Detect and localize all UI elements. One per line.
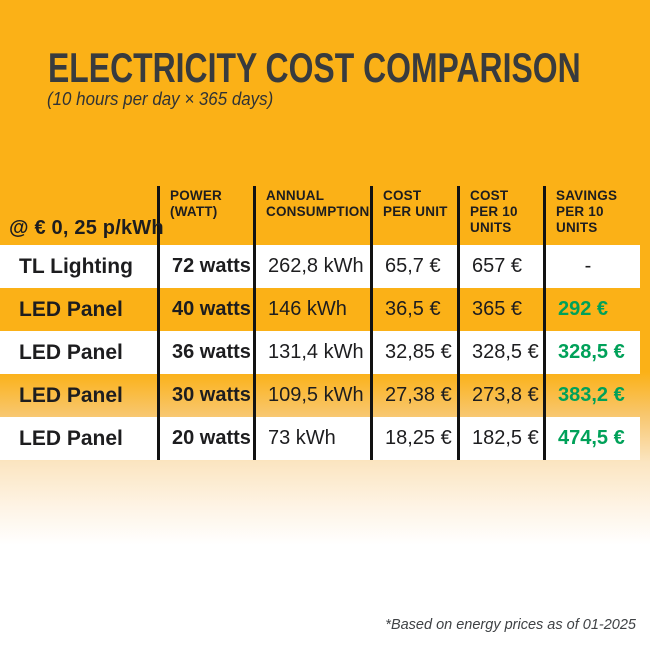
- column-header-cost-per-unit: COST PER UNIT: [370, 186, 457, 245]
- consumption-cell: 131,4 kWh: [253, 331, 370, 374]
- product-cell: LED Panel: [19, 426, 123, 450]
- power-cell: 72 watts: [157, 245, 253, 288]
- table-row-led-36w: LED Panel 36 watts 131,4 kWh 32,85 € 328…: [0, 331, 640, 374]
- consumption-cell: 262,8 kWh: [253, 245, 370, 288]
- product-cell: LED Panel: [19, 297, 123, 321]
- footnote: *Based on energy prices as of 01-2025: [385, 617, 636, 633]
- column-header-annual-consumption: ANNUAL CONSUMPTION: [253, 186, 370, 245]
- savings-cell: 383,2 €: [543, 374, 640, 417]
- column-header-cost-per-10-units: COST PER 10 UNITS: [457, 186, 543, 245]
- savings-cell: 292 €: [543, 288, 640, 331]
- power-cell: 36 watts: [157, 331, 253, 374]
- cost-per-unit-cell: 65,7 €: [370, 245, 457, 288]
- table-row-tl-lighting: TL Lighting 72 watts 262,8 kWh 65,7 € 65…: [0, 245, 640, 288]
- table-row-led-20w: LED Panel 20 watts 73 kWh 18,25 € 182,5 …: [0, 417, 640, 460]
- cost-per-10-cell: 273,8 €: [457, 374, 543, 417]
- savings-cell: 474,5 €: [543, 417, 640, 460]
- cost-per-unit-cell: 27,38 €: [370, 374, 457, 417]
- consumption-cell: 109,5 kWh: [253, 374, 370, 417]
- cost-per-10-cell: 365 €: [457, 288, 543, 331]
- cost-per-10-cell: 182,5 €: [457, 417, 543, 460]
- page-title: ELECTRICITY COST COMPARISON: [48, 44, 581, 91]
- table-row-led-30w: LED Panel 30 watts 109,5 kWh 27,38 € 273…: [0, 374, 640, 417]
- power-cell: 30 watts: [157, 374, 253, 417]
- product-cell: TL Lighting: [19, 254, 133, 278]
- cost-per-unit-cell: 32,85 €: [370, 331, 457, 374]
- column-header-savings-per-10-units: SAVINGS PER 10 UNITS: [543, 186, 640, 245]
- comparison-table: @ € 0, 25 p/kWh POWER (WATT) ANNUAL CONS…: [0, 186, 640, 460]
- product-cell: LED Panel: [19, 340, 123, 364]
- cost-per-10-cell: 657 €: [457, 245, 543, 288]
- savings-cell: 328,5 €: [543, 331, 640, 374]
- consumption-cell: 73 kWh: [253, 417, 370, 460]
- table-row-led-40w: LED Panel 40 watts 146 kWh 36,5 € 365 € …: [0, 288, 640, 331]
- header-cell-rate: @ € 0, 25 p/kWh: [0, 186, 164, 245]
- page-subtitle: (10 hours per day × 365 days): [47, 89, 274, 109]
- product-cell: LED Panel: [19, 383, 123, 407]
- rate-note: @ € 0, 25 p/kWh: [9, 217, 164, 240]
- power-cell: 40 watts: [157, 288, 253, 331]
- cost-per-10-cell: 328,5 €: [457, 331, 543, 374]
- consumption-cell: 146 kWh: [253, 288, 370, 331]
- cost-per-unit-cell: 18,25 €: [370, 417, 457, 460]
- table-header-row: @ € 0, 25 p/kWh POWER (WATT) ANNUAL CONS…: [0, 186, 640, 245]
- savings-cell: -: [543, 245, 640, 288]
- cost-per-unit-cell: 36,5 €: [370, 288, 457, 331]
- column-header-power: POWER (WATT): [157, 186, 253, 245]
- power-cell: 20 watts: [157, 417, 253, 460]
